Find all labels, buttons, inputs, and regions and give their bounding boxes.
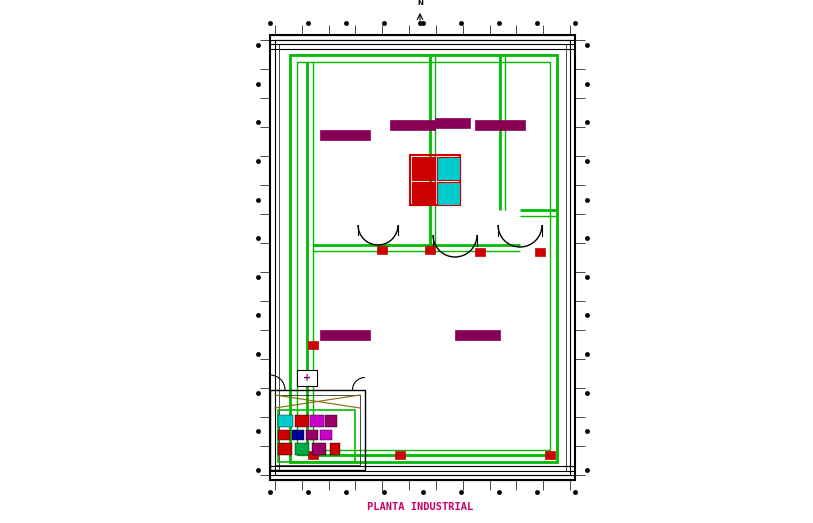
Bar [306, 430, 318, 440]
Bar [437, 182, 460, 205]
Text: N: N [417, 0, 423, 6]
Bar [308, 341, 318, 349]
Bar [412, 182, 435, 205]
Bar [545, 451, 555, 459]
Bar [330, 443, 340, 455]
Bar [395, 451, 405, 459]
Bar [437, 157, 460, 180]
Bar [535, 248, 545, 256]
Bar [278, 430, 290, 440]
Bar [320, 130, 370, 140]
Bar [425, 246, 435, 254]
Bar [310, 415, 324, 427]
Bar [312, 443, 326, 455]
Bar [412, 157, 435, 180]
Bar [275, 395, 360, 465]
Bar [295, 443, 309, 455]
Bar [390, 120, 435, 130]
Bar [455, 330, 500, 340]
Text: PLANTA INDUSTRIAL: PLANTA INDUSTRIAL [367, 502, 473, 512]
Bar [279, 44, 566, 471]
Bar [377, 246, 387, 254]
Bar [475, 248, 485, 256]
Bar [278, 415, 293, 427]
Bar [270, 390, 365, 470]
Text: +: + [303, 373, 311, 383]
Bar [475, 120, 525, 130]
Bar [435, 118, 470, 128]
Bar [308, 451, 318, 459]
Bar [320, 430, 332, 440]
Bar [295, 415, 309, 427]
Bar [325, 415, 337, 427]
Bar [320, 330, 370, 340]
Bar [292, 430, 304, 440]
Bar [278, 443, 292, 455]
Bar [278, 410, 355, 462]
Bar [297, 370, 317, 386]
Bar [290, 55, 557, 462]
Bar [297, 62, 550, 455]
Bar [270, 35, 575, 480]
Bar [410, 155, 460, 205]
Bar [275, 40, 570, 475]
